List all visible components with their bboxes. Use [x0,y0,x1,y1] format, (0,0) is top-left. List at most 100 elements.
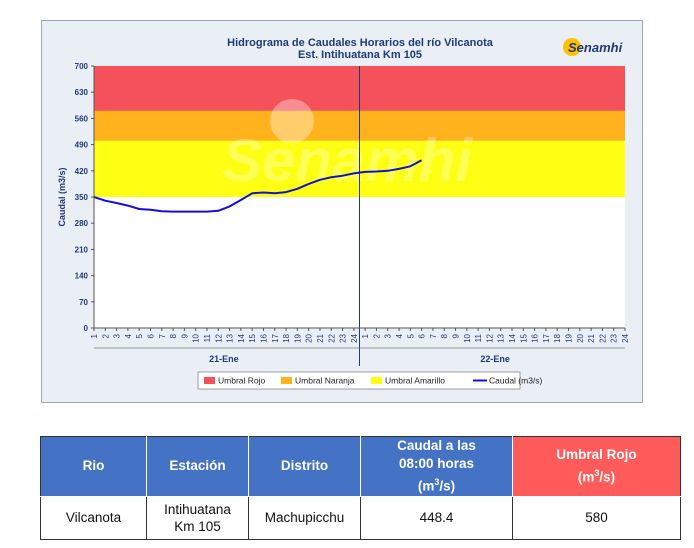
cell-umbral: 580 [512,495,681,540]
y-tick-label: 350 [75,193,89,202]
x-tick-label: 19 [565,333,574,342]
chart-frame: Hidrograma de Caudales Horarios del río … [41,20,643,403]
table-row: Vilcanota Intihuatana Km 105 Machupicchu… [40,495,681,540]
legend-box [197,371,521,390]
x-tick-label: 13 [497,333,506,342]
watermark-sun-icon [270,99,314,143]
day-label: 22-Ene [480,354,510,364]
x-tick-label: 5 [406,333,415,338]
x-tick-label: 17 [542,333,551,342]
x-tick-label: 15 [248,333,257,342]
x-tick-label: 9 [180,333,189,338]
y-tick-label: 630 [75,88,89,97]
x-tick-label: 2 [372,333,381,338]
senamhi-logo: Senamhi [563,38,623,56]
header-caudal-unit-sup: 3 [434,477,440,487]
x-tick-label: 23 [339,333,348,342]
x-tick-label: 7 [429,333,438,338]
x-tick-label: 1 [90,333,99,338]
x-tick-label: 10 [463,333,472,342]
legend-label: Umbral Naranja [295,376,355,386]
legend-label: Caudal (m3/s) [489,376,543,386]
y-tick-label: 280 [75,219,89,228]
x-tick-label: 18 [282,333,291,342]
x-tick-label: 12 [214,333,223,342]
x-tick-label: 20 [576,333,585,342]
sun-icon [563,38,581,56]
x-tick-label: 23 [610,333,619,342]
x-tick-label: 22 [327,333,336,342]
header-caudal-line1: Caudal a las [397,438,476,453]
series-line-caudal [93,159,423,213]
y-axis-ticks: 0 70 140 210 280 350 420 490 560 630 700 [75,62,94,333]
x-tick-label: 4 [124,333,133,338]
cell-estacion-line1: Intihuatana [164,501,231,517]
y-axis-title: Caudal (m3/s) [57,167,67,226]
day-label: 21-Ene [209,354,239,364]
legend-swatch [204,377,215,384]
x-tick-label: 2 [101,333,110,338]
legend: Umbral Rojo Umbral Naranja Umbral Amarillo… [197,371,543,390]
y-tick-label: 70 [79,298,88,307]
header-distrito: Distrito [248,436,361,497]
legend-swatch [281,377,292,384]
x-tick-label: 7 [158,333,167,338]
header-umbral-rojo: Umbral Rojo (m3/s) [512,436,681,497]
x-tick-label: 20 [305,333,314,342]
x-tick-label: 15 [519,333,528,342]
table-header-row: Rio Estación Distrito Caudal a las 08:00… [40,436,681,497]
logo-text: Senamhi [568,40,623,55]
x-tick-label: 22 [598,333,607,342]
y-tick-label: 490 [75,141,89,150]
x-tick-label: 11 [474,333,483,342]
x-tick-label: 13 [226,333,235,342]
x-tick-label: 6 [418,333,427,338]
y-tick-label: 210 [75,245,89,254]
header-umbral-unit-pre: (m [577,469,595,485]
day-labels: 21-Ene 22-Ene [94,347,625,364]
x-tick-label: 10 [192,333,201,342]
cell-estacion: Intihuatana Km 105 [146,495,249,540]
chart-title: Hidrograma de Caudales Horarios del río … [227,37,494,49]
series-layer [93,159,423,213]
x-tick-label: 18 [553,333,562,342]
x-tick-label: 3 [113,333,122,338]
y-tick-label: 420 [75,167,89,176]
x-tick-label: 16 [531,333,540,342]
header-rio: Rio [40,436,147,497]
legend-label: Umbral Amarillo [385,376,445,386]
legend-items: Umbral Rojo Umbral Naranja Umbral Amarillo… [204,376,543,386]
x-tick-label: 9 [452,333,461,338]
x-tick-label: 3 [384,333,393,338]
x-axis-ticks: 1 2 3 4 5 6 7 8 9 10 11 12 13 14 15 16 17 18 19 20 21 22 23 24 1… [90,328,630,343]
x-tick-label: 16 [259,333,268,342]
x-tick-label: 21 [316,333,325,342]
x-tick-label: 21 [587,333,596,342]
watermark: Senamhi [222,99,473,194]
x-tick-label: 24 [350,333,359,342]
x-tick-label: 8 [440,333,449,338]
x-tick-label: 19 [293,333,302,342]
x-tick-label: 5 [135,333,144,338]
y-tick-label: 0 [84,324,89,333]
header-caudal-unit-post: /s) [439,478,456,494]
cell-estacion-line2: Km 105 [174,518,221,534]
x-tick-label: 4 [395,333,404,338]
header-umbral-unit-sup: 3 [594,468,600,478]
cell-rio: Vilcanota [40,495,147,540]
x-tick-label: 11 [203,333,212,342]
header-caudal-line2: 08:00 horas [398,456,475,471]
cell-distrito: Machupicchu [248,495,361,540]
watermark-text: Senamhi [222,127,473,194]
y-tick-label: 560 [75,114,89,123]
x-tick-label: 24 [621,333,630,342]
plot-area: Senamhi [93,66,625,366]
x-tick-label: 17 [271,333,280,342]
y-tick-label: 140 [75,272,89,281]
x-tick-label: 8 [169,333,178,338]
header-estacion: Estación [146,436,249,497]
header-caudal-unit-pre: (m [417,478,435,494]
hydrograph-chart: Hidrograma de Caudales Horarios del río … [57,37,630,390]
legend-swatch [371,377,382,384]
x-tick-label: 14 [508,333,517,342]
